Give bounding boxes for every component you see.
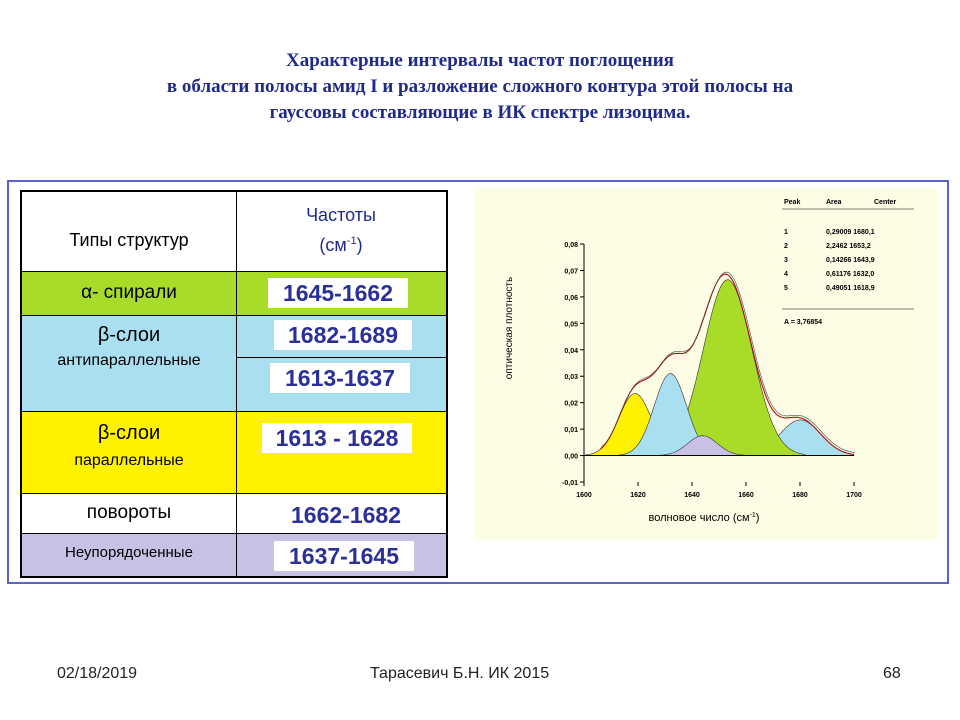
structure-table: Типы структур Частоты (см-1) α- спирали …: [20, 190, 448, 578]
disordered-frequency: 1637-1645: [274, 541, 414, 571]
row-divider: [22, 315, 446, 316]
alpha-label: α- спирали: [81, 282, 177, 303]
y-tick-label: 0,03: [564, 374, 578, 381]
y-tick-label: 0,00: [564, 454, 578, 461]
alpha-frequency: 1645-1662: [268, 278, 408, 308]
measured-spectrum-curve: [600, 271, 856, 453]
beta-anti-frequency-1: 1682-1689: [274, 320, 412, 350]
y-tick-label: 0,05: [564, 321, 578, 328]
beta-par-label-2: параллельные: [74, 452, 184, 469]
title-line-3: гауссовы составляющие в ИК спектре лизоц…: [269, 102, 691, 123]
header-freq-title: Частоты: [306, 205, 376, 225]
legend-header: Center: [874, 199, 896, 206]
beta-par-label-1: β-слои: [97, 422, 161, 444]
legend-header: Area: [826, 199, 842, 206]
beta-anti-frequency-2: 1613-1637: [270, 363, 410, 393]
row-divider: [22, 411, 446, 412]
x-tick-label: 1640: [684, 492, 700, 499]
row-divider: [236, 357, 446, 358]
x-tick-label: 1620: [630, 492, 646, 499]
legend-area-center: 0,14266 1643,9: [826, 257, 875, 264]
row-divider: [22, 493, 446, 494]
legend-total-area: A = 3,76854: [784, 319, 822, 326]
x-tick-label: 1660: [738, 492, 754, 499]
title-line-2: в области полосы амид I и разложение сло…: [166, 76, 794, 97]
fitted-envelope-curve: [599, 273, 855, 456]
beta-anti-label-1: β-слои: [97, 324, 161, 346]
row-divider: [22, 533, 446, 534]
row-divider: [22, 271, 446, 272]
y-tick-label: 0,02: [564, 401, 578, 408]
header-freq-unit: (см-1): [319, 235, 363, 255]
y-tick-label: 0,08: [564, 242, 578, 249]
legend-area-center: 0,49051 1618,9: [826, 285, 875, 292]
column-divider: [236, 192, 237, 576]
title-line-1: Характерные интервалы частот поглощения: [286, 50, 674, 71]
legend-header: Peak: [784, 199, 800, 206]
legend-area-center: 0,61176 1632,0: [826, 271, 874, 278]
y-tick-label: 0,06: [564, 295, 578, 302]
disordered-label: Неупорядоченные: [65, 544, 193, 561]
y-tick-label: 0,04: [564, 348, 578, 355]
footer-author: Тарасевич Б.Н. ИК 2015: [370, 665, 550, 682]
y-axis-label: оптическая плотность: [504, 277, 515, 379]
spectrum-chart-panel: -0,01 0,00 0,01 0,02 0,03 0,04 0,05 0,06 0,07 0,0…: [474, 188, 937, 540]
beta-anti-label-2: антипараллельные: [57, 352, 201, 369]
x-tick-label: 1680: [792, 492, 808, 499]
y-tick-label: 0,01: [564, 427, 578, 434]
beta-par-label: β-слои параллельные: [22, 420, 236, 476]
header-row: [22, 192, 446, 272]
legend-area-center: 2,2462 1653,2: [826, 243, 871, 250]
slide-title: Характерные интервалы частот поглощения …: [40, 48, 920, 126]
x-axis-label: волновое число (см-1): [649, 512, 760, 524]
legend-peak-number: 1: [784, 229, 788, 236]
legend-area-center: 0,29009 1680,1: [826, 229, 875, 236]
header-types: Типы структур: [69, 230, 189, 250]
y-tick-label: 0,07: [564, 268, 578, 275]
x-tick-label: 1700: [846, 492, 862, 499]
y-tick-label: -0,01: [562, 480, 578, 487]
footer-date: 02/18/2019: [57, 665, 138, 682]
turns-label: повороты: [86, 502, 172, 523]
gaussian-peak-3: [654, 435, 751, 456]
legend-peak-number: 3: [784, 257, 788, 264]
footer-page-number: 68: [883, 665, 901, 682]
header-frequencies: Частоты (см-1): [236, 202, 446, 258]
spectrum-chart: -0,01 0,00 0,01 0,02 0,03 0,04 0,05 0,06 0,07 0,0…: [504, 199, 914, 524]
beta-par-frequency: 1613 - 1628: [262, 423, 412, 453]
beta-anti-label: β-слои антипараллельные: [22, 322, 236, 374]
legend-peak-number: 2: [784, 243, 788, 250]
content-frame: [7, 180, 949, 584]
legend-peak-number: 5: [784, 285, 788, 292]
turns-frequency: 1662-1682: [278, 500, 414, 530]
x-tick-label: 1600: [576, 492, 592, 499]
legend-peak-number: 4: [784, 271, 788, 278]
